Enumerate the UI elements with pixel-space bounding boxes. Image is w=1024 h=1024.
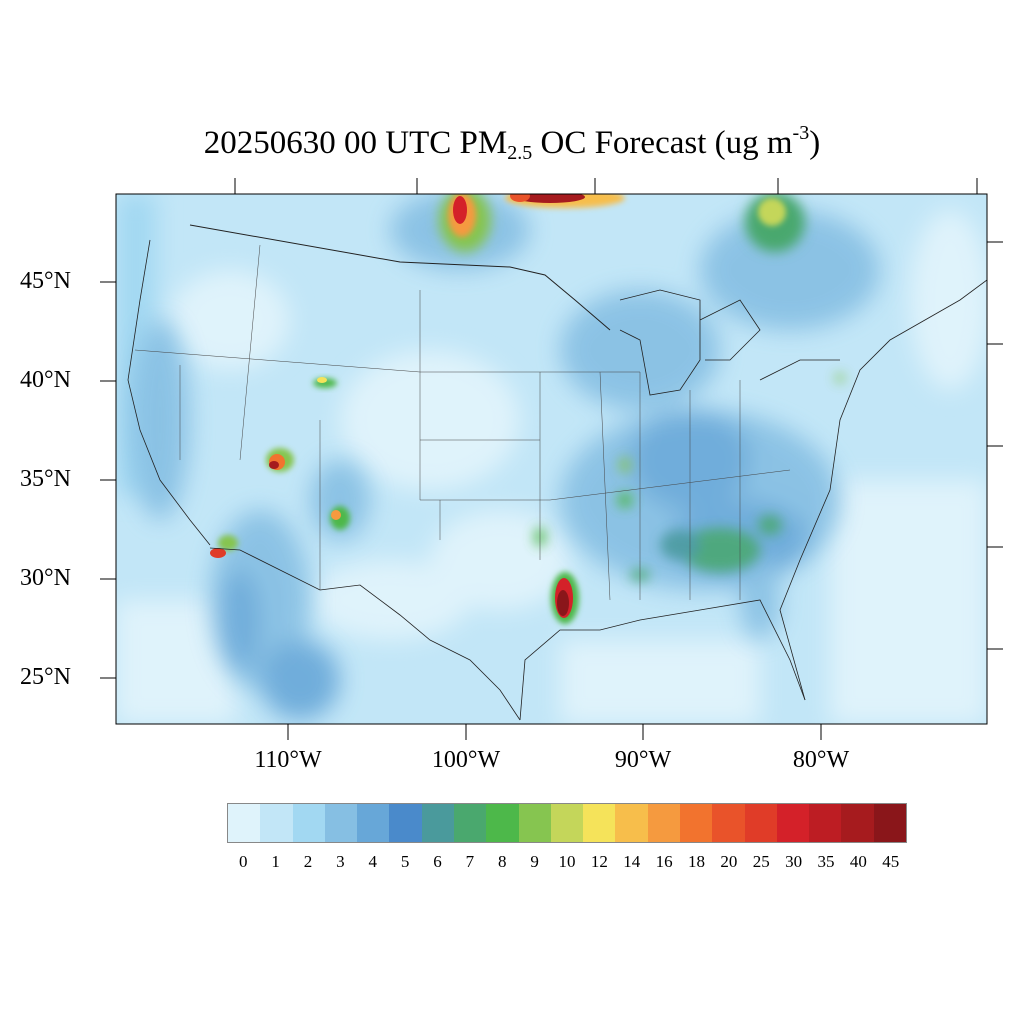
colorbar-label: 6 xyxy=(433,852,442,871)
title-subscript: 2.5 xyxy=(507,142,533,164)
colorbar-swatch xyxy=(260,804,293,842)
colorbar-swatch xyxy=(453,804,487,842)
lon-label-110: 110°W xyxy=(254,747,322,773)
colorbar-swatch xyxy=(389,804,422,842)
colorbar-label: 2 xyxy=(303,852,313,871)
map-title: 20250630 00 UTC PM2.5 OC Forecast (ug m-… xyxy=(0,122,1024,165)
hotspot-louisiana xyxy=(551,572,579,624)
colorbar-label: 18 xyxy=(688,852,706,871)
title-superscript: -3 xyxy=(792,122,810,144)
colorbar-swatch xyxy=(324,804,358,842)
lon-label-90: 90°W xyxy=(614,747,672,773)
right-ticks xyxy=(987,241,1003,650)
colorbar-swatch xyxy=(615,804,648,842)
great-lakes xyxy=(619,289,840,396)
colorbar-label: 0 xyxy=(238,852,248,871)
lon-label-80: 80°W xyxy=(792,747,850,773)
lat-label-45: 45°N xyxy=(20,268,71,294)
hotspots-layer xyxy=(210,194,805,624)
colorbar-label: 9 xyxy=(530,852,539,871)
hotspot-wyoming xyxy=(313,377,337,388)
colorbar-label: 16 xyxy=(655,852,673,871)
gulf-coast xyxy=(519,599,806,721)
lat-label-30: 30°N xyxy=(20,565,71,591)
colorbar-label: 7 xyxy=(465,852,475,871)
east-coast xyxy=(779,279,987,701)
colorbar-swatch xyxy=(421,804,454,842)
colorbar-label: 1 xyxy=(271,852,280,871)
left-ticks xyxy=(100,281,116,679)
colorbar-label: 30 xyxy=(785,852,803,871)
colorbar-swatch xyxy=(647,804,680,842)
hotspot-utah xyxy=(266,448,294,472)
colorbar-label: 40 xyxy=(849,852,867,871)
colorbar-swatch xyxy=(712,804,745,842)
colorbar-label: 20 xyxy=(720,852,738,871)
colorbar-swatch xyxy=(873,804,906,842)
colorbar-label: 12 xyxy=(590,852,608,871)
hotspot-southern-canada-central xyxy=(505,194,625,208)
bottom-ticks xyxy=(287,724,822,740)
title-middle: OC Forecast (ug m xyxy=(532,125,793,161)
colorbar xyxy=(227,803,907,843)
top-ticks xyxy=(234,178,978,194)
colorbar-label: 3 xyxy=(336,852,345,871)
colorbar-swatch xyxy=(583,804,616,842)
hotspot-mexico-border xyxy=(210,535,238,558)
concentration-field xyxy=(116,194,987,724)
colorbar-swatch xyxy=(486,804,519,842)
colorbar-swatch xyxy=(679,804,713,842)
lat-label-40: 40°N xyxy=(20,367,71,393)
colorbar-label: 4 xyxy=(368,852,377,871)
colorbar-swatch xyxy=(228,804,261,842)
colorbar-swatch xyxy=(744,804,777,842)
colorbar-label: 25 xyxy=(752,852,770,871)
us-mexico-border xyxy=(209,547,521,721)
hotspot-southern-canada-west xyxy=(439,194,491,252)
colorbar-label: 8 xyxy=(497,852,507,871)
colorbar-swatch xyxy=(550,804,584,842)
colorbar-swatch xyxy=(841,804,874,842)
lat-label-35: 35°N xyxy=(20,466,71,492)
colorbar-label: 45 xyxy=(882,852,900,871)
us-canada-border xyxy=(189,224,611,331)
colorbar-label: 5 xyxy=(400,852,410,871)
colorbar-swatch xyxy=(809,804,842,842)
lat-label-25: 25°N xyxy=(20,664,71,690)
colorbar-swatch xyxy=(292,804,325,842)
west-coast xyxy=(127,239,211,546)
map-frame xyxy=(115,193,988,725)
lon-label-100: 100°W xyxy=(431,747,501,773)
colorbar-swatch xyxy=(776,804,810,842)
title-prefix: 20250630 00 UTC PM xyxy=(203,125,508,161)
state-lines xyxy=(134,244,791,601)
colorbar-label: 10 xyxy=(558,852,576,871)
colorbar-swatch xyxy=(357,804,390,842)
colorbar-swatch xyxy=(518,804,551,842)
colorbar-label: 35 xyxy=(817,852,835,871)
hotspot-quebec xyxy=(745,194,805,252)
hotspot-arizona xyxy=(330,506,350,530)
title-suffix: ) xyxy=(809,125,821,161)
colorbar-label: 14 xyxy=(623,852,641,871)
boundaries xyxy=(127,224,987,721)
